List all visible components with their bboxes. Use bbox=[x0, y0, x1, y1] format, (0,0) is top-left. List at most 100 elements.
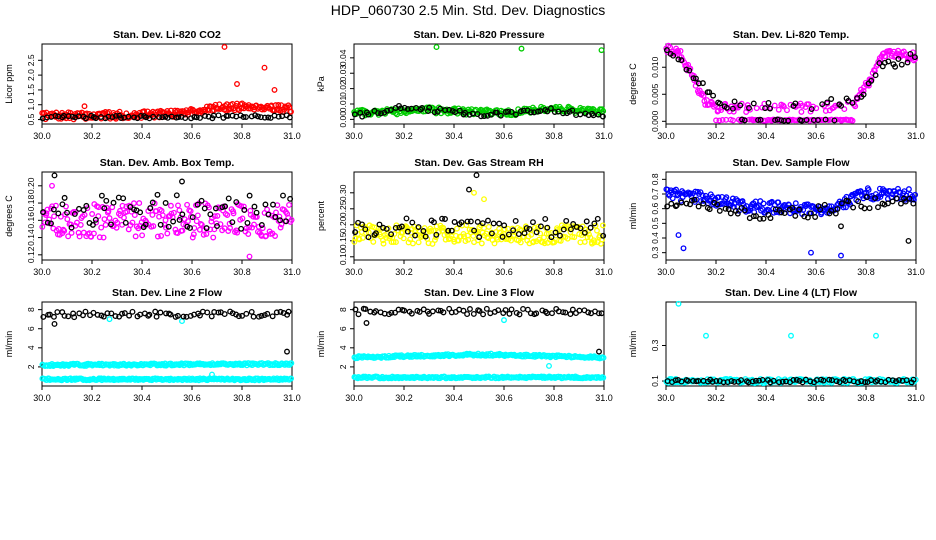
data-point bbox=[164, 230, 171, 237]
data-point-outlier bbox=[221, 44, 228, 50]
data-point bbox=[673, 186, 679, 193]
data-point bbox=[495, 307, 502, 314]
data-point bbox=[756, 377, 762, 384]
data-point bbox=[741, 207, 748, 214]
data-point bbox=[474, 218, 481, 225]
data-point bbox=[798, 108, 805, 115]
data-point bbox=[76, 233, 83, 240]
data-point bbox=[372, 230, 379, 237]
data-point bbox=[125, 113, 132, 120]
data-point bbox=[68, 229, 75, 236]
data-point bbox=[359, 234, 366, 241]
data-point bbox=[533, 229, 540, 236]
x-tick-label: 31.0 bbox=[907, 131, 925, 141]
data-point bbox=[670, 52, 677, 59]
data-point bbox=[390, 239, 397, 245]
data-point bbox=[587, 224, 594, 231]
data-point bbox=[273, 309, 280, 316]
data-point bbox=[238, 203, 245, 209]
data-point bbox=[700, 200, 707, 207]
x-tick-label: 31.0 bbox=[283, 267, 301, 277]
data-point bbox=[270, 201, 276, 208]
data-point bbox=[139, 232, 146, 239]
data-point bbox=[137, 209, 144, 216]
data-point bbox=[234, 229, 241, 236]
data-point bbox=[549, 310, 555, 317]
data-point bbox=[551, 239, 558, 246]
data-point bbox=[48, 220, 54, 227]
data-point bbox=[221, 225, 228, 232]
data-point bbox=[780, 103, 787, 110]
data-point bbox=[485, 217, 491, 224]
y-tick-label: 0.25 bbox=[338, 200, 348, 217]
data-point bbox=[408, 310, 415, 317]
data-point bbox=[122, 219, 129, 226]
data-point bbox=[591, 239, 598, 246]
data-point bbox=[562, 309, 569, 316]
data-point bbox=[557, 232, 563, 239]
data-point bbox=[190, 231, 197, 238]
y-tick-label: 0.1 bbox=[650, 375, 660, 387]
x-tick-label: 31.0 bbox=[907, 267, 925, 277]
y-axis-label: kPa bbox=[316, 76, 326, 92]
data-point bbox=[404, 106, 411, 112]
data-point bbox=[121, 214, 127, 221]
data-point bbox=[792, 212, 799, 219]
data-point bbox=[912, 191, 919, 198]
y-tick-label: 4 bbox=[338, 345, 348, 350]
data-point bbox=[167, 311, 174, 318]
data-point bbox=[744, 102, 751, 109]
data-point bbox=[695, 203, 702, 210]
data-point bbox=[594, 227, 600, 234]
data-point bbox=[176, 216, 183, 223]
y-tick-label: 0.03 bbox=[338, 65, 348, 82]
data-point bbox=[775, 106, 782, 113]
data-point bbox=[727, 210, 734, 217]
data-point bbox=[699, 80, 706, 87]
plot-frame bbox=[41, 43, 293, 125]
data-point bbox=[391, 230, 398, 237]
data-point bbox=[828, 207, 835, 214]
data-point bbox=[456, 107, 463, 114]
data-point bbox=[862, 379, 869, 386]
data-point bbox=[903, 377, 910, 384]
data-point bbox=[121, 310, 128, 317]
y-tick-label: 0.14 bbox=[26, 229, 36, 246]
data-point bbox=[585, 309, 592, 316]
data-point bbox=[476, 307, 483, 314]
data-point bbox=[563, 217, 570, 224]
series-band-upper bbox=[351, 317, 607, 369]
data-point bbox=[483, 305, 490, 312]
data-point bbox=[214, 212, 221, 219]
data-point bbox=[902, 198, 909, 205]
data-point bbox=[55, 210, 62, 217]
series-primary bbox=[39, 182, 295, 260]
data-point bbox=[365, 111, 372, 118]
data-point bbox=[842, 204, 849, 211]
data-point bbox=[203, 231, 210, 237]
data-point bbox=[700, 92, 707, 99]
data-point bbox=[533, 310, 540, 317]
data-point bbox=[243, 310, 250, 317]
data-point bbox=[89, 221, 96, 228]
data-point bbox=[772, 206, 779, 213]
data-point bbox=[471, 227, 478, 234]
data-point bbox=[513, 111, 519, 118]
data-point bbox=[207, 211, 214, 218]
data-point bbox=[432, 237, 438, 243]
data-point bbox=[118, 115, 124, 121]
data-point bbox=[480, 311, 487, 318]
data-point bbox=[739, 198, 746, 204]
x-tick-label: 30.0 bbox=[33, 267, 51, 277]
data-point bbox=[723, 104, 730, 111]
data-point bbox=[872, 195, 879, 202]
data-point bbox=[376, 221, 383, 228]
data-point bbox=[598, 310, 605, 317]
data-point bbox=[71, 211, 78, 217]
data-point bbox=[370, 238, 377, 245]
data-point bbox=[277, 224, 284, 231]
y-axis-label: ml/min bbox=[316, 331, 326, 358]
data-point bbox=[241, 207, 248, 213]
data-point bbox=[445, 227, 452, 234]
data-point bbox=[868, 77, 875, 84]
